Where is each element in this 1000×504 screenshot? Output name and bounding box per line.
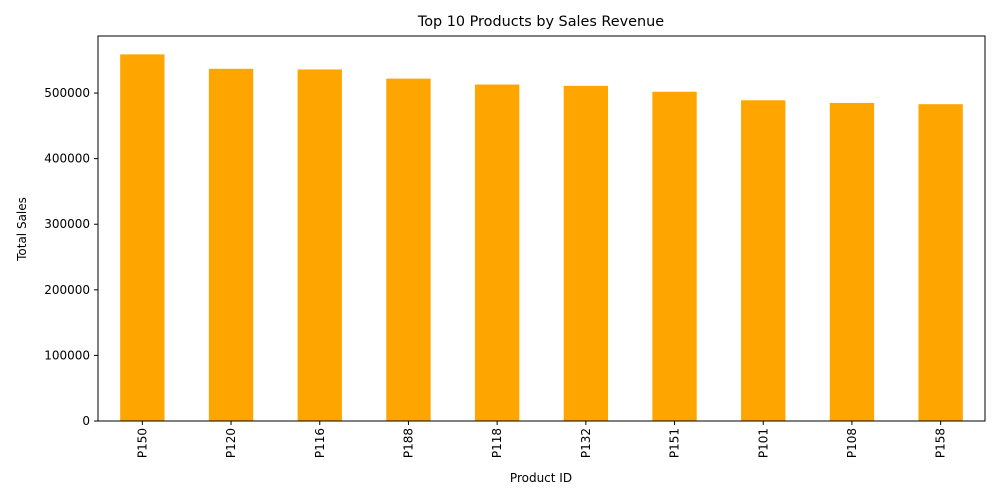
y-tick-label: 500000 — [44, 86, 90, 100]
plot-frame — [97, 35, 986, 422]
y-axis: 0 100000 200000 300000 400000 500000 — [44, 86, 98, 428]
x-tick-label: P132 — [579, 428, 593, 458]
y-axis-label: Total Sales — [15, 197, 29, 262]
y-tick-label: 0 — [82, 414, 90, 428]
chart-title: Top 10 Products by Sales Revenue — [417, 14, 664, 30]
x-tick-label: P118 — [490, 428, 504, 458]
x-tick-label: P151 — [668, 428, 682, 458]
x-tick-label: P120 — [224, 428, 238, 458]
bar-p118 — [474, 84, 520, 422]
x-tick-label: P108 — [845, 428, 859, 458]
bar-p116 — [297, 69, 342, 422]
bar-p150 — [120, 54, 165, 422]
bar-p158 — [918, 104, 963, 421]
x-tick-label: P188 — [401, 428, 415, 458]
bars-layer — [120, 54, 963, 422]
x-tick-label: P158 — [934, 428, 948, 458]
bar-p188 — [386, 78, 431, 422]
y-tick-label: 100000 — [44, 348, 90, 362]
bar-p151 — [652, 91, 697, 421]
x-tick-label: P150 — [135, 428, 149, 458]
y-tick-label: 400000 — [44, 152, 90, 166]
y-tick-label: 200000 — [44, 283, 90, 297]
x-axis: P150 P120 P116 P188 P118 P132 P151 P101 P108 P158 — [135, 421, 948, 458]
x-tick-label: P101 — [756, 428, 770, 458]
y-tick-label: 300000 — [44, 217, 90, 231]
bar-p108 — [829, 102, 875, 422]
bar-p132 — [563, 85, 609, 421]
bar-p120 — [208, 68, 254, 421]
x-axis-label: Product ID — [510, 471, 572, 485]
x-tick-label: P116 — [313, 428, 327, 458]
bar-p101 — [741, 100, 786, 422]
